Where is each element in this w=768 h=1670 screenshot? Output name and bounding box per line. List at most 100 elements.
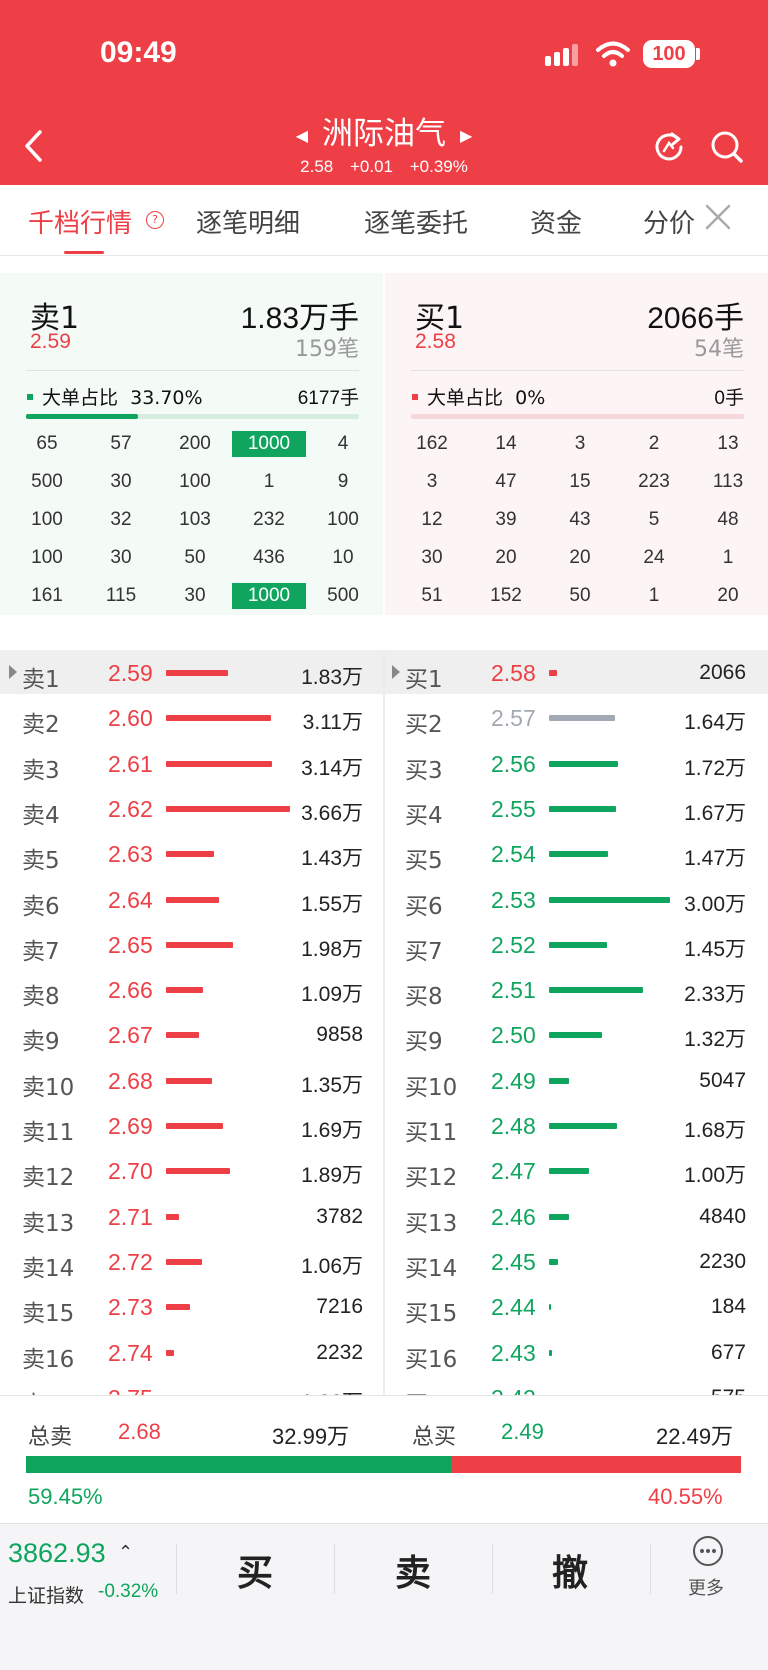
- sell-button[interactable]: 卖: [395, 1544, 431, 1596]
- buy-level-volume-bar: [549, 1032, 602, 1038]
- buy-level-volume-bar: [549, 761, 618, 767]
- order-size-cell: 1000: [232, 431, 306, 457]
- buy-level-row[interactable]: 买172.42575: [383, 1375, 766, 1395]
- total-sell-volume: 32.99万: [272, 1419, 349, 1451]
- sell-level-price: 2.65: [108, 932, 153, 959]
- buy-level-label: 买13: [405, 1204, 457, 1238]
- tab-tick-orders[interactable]: 逐笔委托: [364, 203, 468, 240]
- buy-level-price: 2.49: [491, 1068, 536, 1095]
- sell-level-volume-bar: [166, 1304, 190, 1310]
- ratio-red-pct: 40.55%: [648, 1484, 723, 1510]
- close-icon[interactable]: [704, 203, 732, 235]
- refresh-icon[interactable]: [652, 130, 686, 168]
- buy-level-volume-bar: [549, 851, 608, 857]
- order-size-cell: 2: [617, 431, 691, 457]
- buy-level-price: 2.46: [491, 1204, 536, 1231]
- more-label: 更多: [688, 1574, 724, 1600]
- big-order-marker: [412, 394, 418, 400]
- sell-level-price: 2.70: [108, 1158, 153, 1185]
- sell-level-label: 卖1: [22, 660, 60, 694]
- buy-level-label: 买4: [405, 796, 443, 830]
- bottom-action-bar: 3862.93 ⌃ 上证指数 -0.32% 买 卖 撤 更多: [0, 1523, 768, 1670]
- cancel-order-button[interactable]: 撤: [552, 1544, 588, 1596]
- sell-level-label: 卖11: [22, 1113, 74, 1147]
- order-size-cell: 1000: [232, 583, 306, 609]
- buy-level-label: 买3: [405, 751, 443, 785]
- search-icon[interactable]: [710, 130, 744, 168]
- buy-level-volume-bar: [549, 1259, 558, 1265]
- buy-level-label: 买6: [405, 887, 443, 921]
- sell-level-price: 2.68: [108, 1068, 153, 1095]
- order-size-cell: 500: [10, 469, 84, 495]
- status-time: 09:49: [100, 36, 177, 70]
- sell-level-volume-bar: [166, 851, 214, 857]
- sell-level-row[interactable]: 卖172.751.86万: [0, 1375, 383, 1395]
- buy-level-label: 买16: [405, 1340, 457, 1374]
- sell-level-label: 卖14: [22, 1249, 74, 1283]
- tab-price-dist[interactable]: 分价: [643, 203, 695, 240]
- sell-level-volume-bar: [166, 987, 203, 993]
- chevron-up-icon: ⌃: [118, 1542, 133, 1563]
- tab-funds[interactable]: 资金: [530, 203, 582, 240]
- next-stock-arrow-icon[interactable]: ▶: [460, 126, 472, 145]
- sell-level-price: 2.67: [108, 1022, 153, 1049]
- total-sell-avg-price: 2.68: [118, 1419, 161, 1445]
- sell-level-volume: 1.69万: [253, 1114, 363, 1144]
- order-size-cell: 161: [10, 583, 84, 609]
- order-size-cell: 115: [84, 583, 158, 609]
- order-size-cell: 30: [158, 583, 232, 609]
- order-size-cell: 43: [543, 507, 617, 533]
- help-icon[interactable]: ?: [146, 211, 164, 229]
- cellular-signal-icon: [545, 44, 583, 70]
- order-size-cell: 3: [543, 431, 617, 457]
- buy-level-label: 买5: [405, 841, 443, 875]
- order-size-cell: 103: [158, 507, 232, 533]
- sell-level-label: 卖7: [22, 932, 60, 966]
- buy-level-volume-bar: [549, 670, 557, 676]
- buy-level-volume: 5047: [636, 1069, 746, 1093]
- buy-button[interactable]: 买: [237, 1544, 273, 1596]
- tab-tick-detail[interactable]: 逐笔明细: [196, 203, 300, 240]
- sell-level-label: 卖3: [22, 751, 60, 785]
- tab-order-depth[interactable]: 千档行情: [28, 203, 132, 240]
- buy-level-volume: 1.45万: [636, 933, 746, 963]
- prev-stock-arrow-icon[interactable]: ◀: [296, 126, 308, 145]
- sell1-price: 2.59: [30, 330, 71, 354]
- ratio-red-segment: [451, 1456, 741, 1473]
- buy-level-volume-bar: [549, 1304, 551, 1310]
- index-change: -0.32%: [98, 1581, 158, 1603]
